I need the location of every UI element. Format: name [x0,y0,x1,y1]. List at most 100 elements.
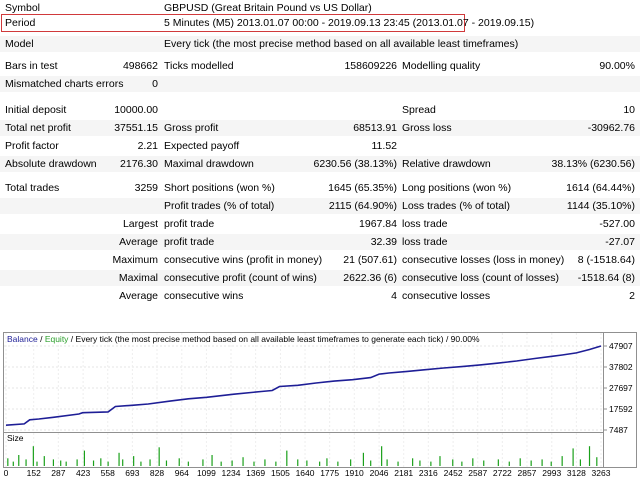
absdd-value: 2176.30 [120,158,158,170]
balance-series-line [5,345,602,426]
legend-sep-2: / [68,334,75,344]
grossloss-label: Gross loss [402,122,452,134]
x-tick-label: 2587 [468,468,487,478]
grossprofit-value: 68513.91 [353,122,397,134]
grossloss-value: -30962.76 [587,122,635,134]
x-tick-label: 0 [4,468,9,478]
x-tick-label: 1369 [246,468,265,478]
quality-label: Modelling quality [402,60,481,72]
average-label: Average [119,236,158,248]
row-netprofit: Total net profit 37551.15 Gross profit 6… [0,120,640,136]
legend-equity: Equity [45,334,69,344]
maximal-loss-label: consecutive loss (count of losses) [402,272,559,284]
period-value: 5 Minutes (M5) 2013.01.07 00:00 - 2019.0… [164,17,535,29]
maximal-loss-value: -1518.64 (8) [577,272,635,284]
avg2-label: Average [119,290,158,302]
spread-value: 10 [623,104,635,116]
pf-value: 2.21 [137,140,158,152]
x-tick-label: 964 [175,468,189,478]
reldd-label: Relative drawdown [402,158,491,170]
average-loss-label: loss trade [402,236,448,248]
deposit-value: 10000.00 [114,104,158,116]
largest-label: Largest [122,218,158,230]
symbol-value: GBPUSD (Great Britain Pound vs US Dollar… [164,2,372,14]
grossprofit-label: Gross profit [164,122,219,134]
legend-quality: 90.00% [451,334,480,344]
row-trades: Total trades 3259 Short positions (won %… [0,180,640,196]
max-losses-label: consecutive losses (loss in money) [402,254,565,266]
bars-value: 498662 [122,60,158,72]
legend-balance: Balance [7,334,38,344]
x-tick-label: 2857 [518,468,537,478]
chart-legend: Balance / Equity / Every tick (the most … [7,334,480,344]
x-tick-label: 1910 [345,468,364,478]
average-loss-value: -27.07 [605,236,635,248]
x-axis-labels: 0 152 287 423 558 693 828 964 1099 1234 1369 1505 16… [4,468,611,478]
x-tick-label: 152 [27,468,41,478]
row-deposit: Initial deposit 10000.00 Spread 10 [0,102,640,118]
legend-sep-1: / [38,334,45,344]
x-tick-label: 423 [76,468,90,478]
x-tick-label: 1775 [320,468,339,478]
x-tick-label: 287 [51,468,65,478]
largest-loss-value: -527.00 [599,218,635,230]
quality-value: 90.00% [599,60,635,72]
x-tick-label: 2316 [419,468,438,478]
avg-losses-label: consecutive losses [402,290,491,302]
y-tick-label: 27697 [609,383,633,393]
row-profitfactor: Profit factor 2.21 Expected payoff 11.52 [0,138,640,154]
largest-profit-value: 1967.84 [359,218,397,230]
row-model: Model Every tick (the most precise metho… [0,36,640,52]
spread-label: Spread [402,104,436,116]
period-label: Period [5,17,36,29]
avg-wins-value: 4 [391,290,397,302]
maximum-label: Maximum [112,254,158,266]
chart-frame [3,332,637,468]
row-maximal: Maximal consecutive profit (count of win… [0,270,640,286]
maxdd-value: 6230.56 (38.13%) [313,158,397,170]
row-mismatch: Mismatched charts errors 0 [0,76,640,92]
row-profittrades: Profit trades (% of total) 2115 (64.90%)… [0,198,640,214]
y-tick-label: 37802 [609,362,633,372]
x-tick-label: 1505 [271,468,290,478]
row-symbol: Symbol GBPUSD (Great Britain Pound vs US… [0,0,640,16]
x-tick-label: 2993 [542,468,561,478]
absdd-label: Absolute drawdown [5,158,97,170]
x-tick-label: 828 [150,468,164,478]
period-highlight [1,14,465,32]
volume-bars [7,446,598,466]
payoff-value: 11.52 [371,140,398,152]
y-tick-label: 47907 [609,341,633,351]
x-tick-label: 2181 [394,468,413,478]
row-bars: Bars in test 498662 Ticks modelled 15860… [0,58,640,74]
largest-profit-label: profit trade [164,218,215,230]
reldd-value: 38.13% (6230.56) [551,158,635,170]
x-tick-label: 2046 [370,468,389,478]
model-value: Every tick (the most precise method base… [164,38,519,50]
x-tick-label: 1640 [296,468,315,478]
bars-label: Bars in test [5,60,58,72]
avg-wins-label: consecutive wins [164,290,244,302]
max-wins-value: 21 (507.61) [343,254,397,266]
short-value: 1645 (65.35%) [328,182,397,194]
short-label: Short positions (won %) [164,182,275,194]
x-tick-label: 2452 [444,468,463,478]
trades-value: 3259 [134,182,158,194]
legend-sep-3: / [444,334,451,344]
row-avg-consecutive: Average consecutive wins 4 consecutive l… [0,288,640,304]
profit-trades-value: 2115 (64.90%) [328,200,397,212]
maximal-profit-value: 2622.36 (6) [343,272,397,284]
maximal-profit-label: consecutive profit (count of wins) [164,272,317,284]
symbol-label: Symbol [5,2,41,14]
y-axis-labels: 47907 37802 27697 17592 7487 [609,341,633,435]
x-tick-label: 1099 [197,468,216,478]
mismatch-value: 0 [152,78,158,90]
ticks-value: 158609226 [344,60,397,72]
long-label: Long positions (won %) [402,182,512,194]
profit-trades-label: Profit trades (% of total) [164,200,275,212]
loss-trades-label: Loss trades (% of total) [402,200,510,212]
mismatch-label: Mismatched charts errors [5,78,124,90]
deposit-label: Initial deposit [5,104,67,116]
row-drawdown: Absolute drawdown 2176.30 Maximal drawdo… [0,156,640,172]
row-largest: Largest profit trade 1967.84 loss trade … [0,216,640,232]
